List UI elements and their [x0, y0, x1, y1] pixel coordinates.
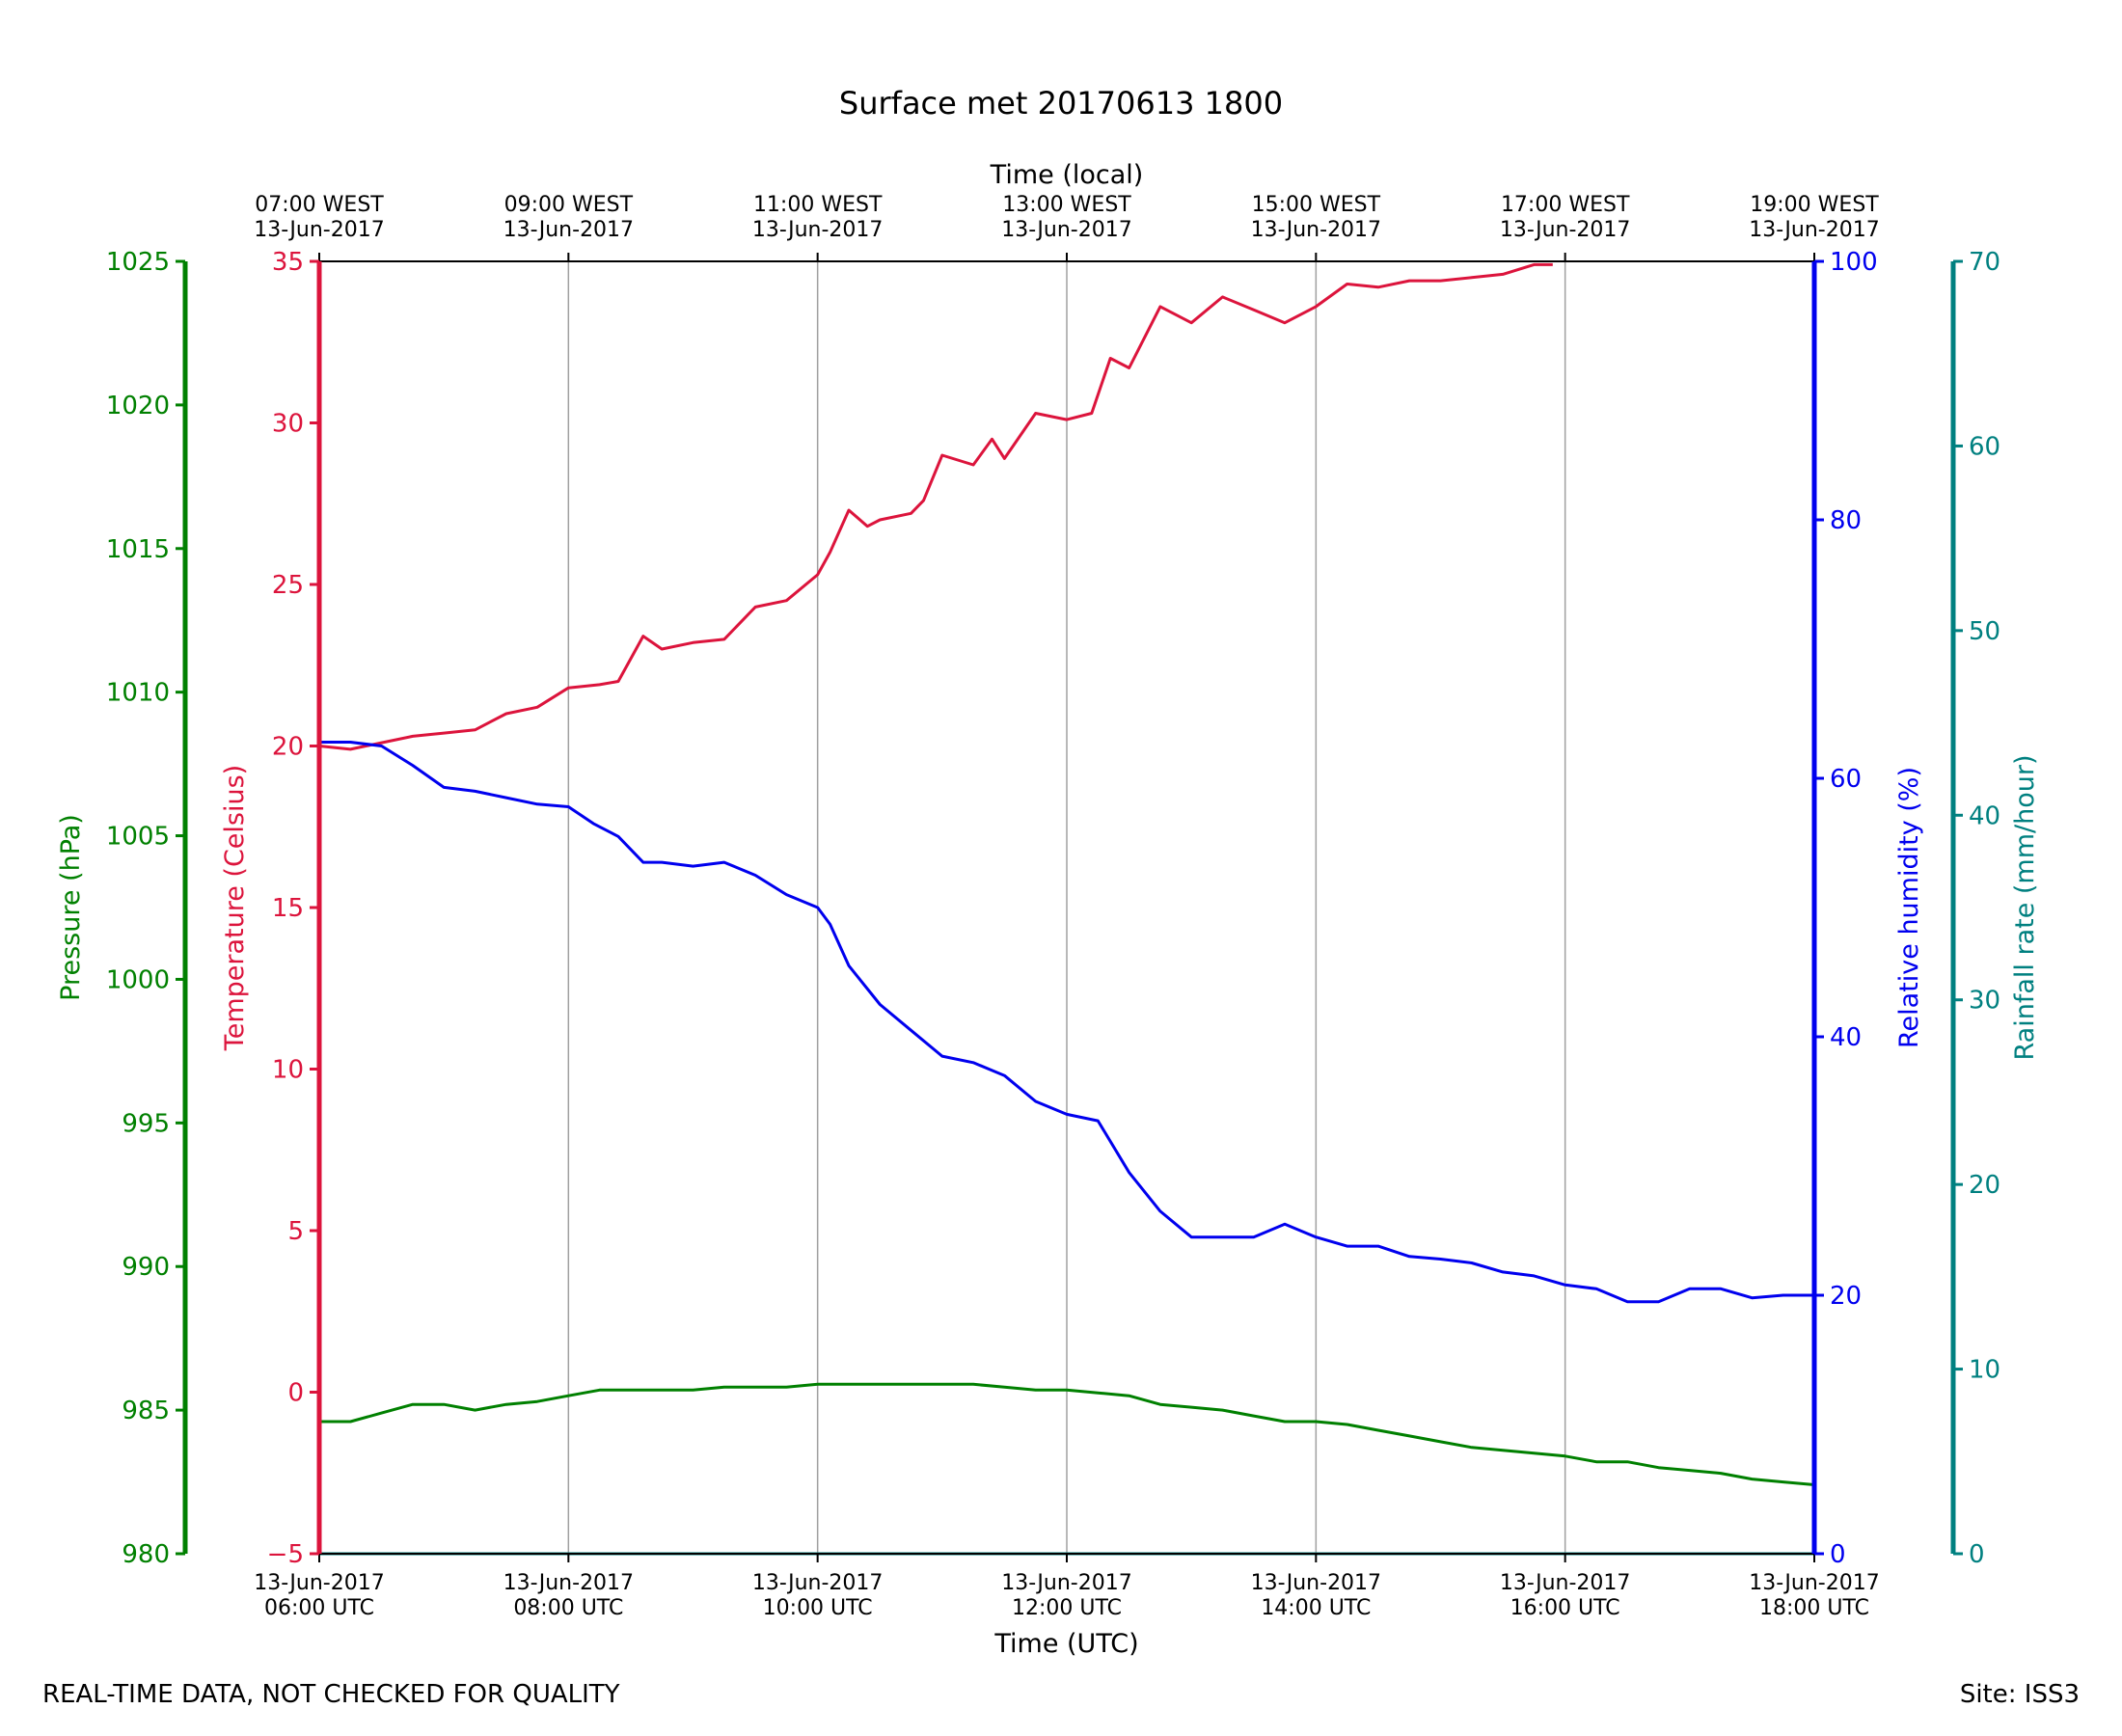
x-tick-label: 18:00 UTC — [1759, 1596, 1869, 1620]
x-tick-label: 13-Jun-2017 — [1500, 1571, 1630, 1595]
temperature-axis-tick-label: 25 — [272, 571, 304, 600]
humidity-axis-tick-label: 60 — [1830, 765, 1862, 794]
x-top-axis-label: Time (local) — [990, 160, 1144, 190]
rainfall-axis-tick-label: 10 — [1969, 1356, 2000, 1385]
x-tick-label: 13-Jun-2017 — [503, 1571, 634, 1595]
rainfall-axis-tick-label: 0 — [1969, 1540, 1985, 1569]
pressure-axis-tick-label: 1010 — [106, 679, 170, 708]
humidity-axis-tick-label: 100 — [1830, 248, 1878, 277]
pressure-axis-tick-label: 1005 — [106, 823, 170, 852]
temperature-axis-tick-label: 30 — [272, 410, 304, 439]
pressure-axis-tick-label: 1000 — [106, 965, 170, 994]
pressure-axis-tick-label: 1015 — [106, 535, 170, 564]
rainfall-axis-tick-label: 50 — [1969, 617, 2000, 646]
grid — [567, 261, 1566, 1554]
humidity-axis-tick-label: 20 — [1830, 1282, 1862, 1311]
temperature-axis-tick-label: 0 — [287, 1379, 304, 1408]
temperature-axis-tick-label: 10 — [272, 1056, 304, 1085]
pressure-axis-tick-label: 1020 — [106, 392, 170, 420]
humidity-series-line — [319, 741, 1814, 1304]
rainfall-axis-tick-label: 30 — [1969, 987, 2000, 1016]
rainfall-axis-label: Rainfall rate (mm/hour) — [2010, 755, 2040, 1061]
temperature-axis-tick-label: 15 — [272, 894, 304, 923]
quality-note: REAL-TIME DATA, NOT CHECKED FOR QUALITY — [42, 1680, 620, 1709]
x-tick-label: 12:00 UTC — [1012, 1596, 1122, 1620]
x-tick-label: 06:00 UTC — [264, 1596, 374, 1620]
x-tick-label: 13-Jun-2017 — [1749, 1571, 1879, 1595]
x-tick-label: 10:00 UTC — [763, 1596, 873, 1620]
x-top-tick-label: 09:00 WEST — [504, 193, 634, 217]
x-top-tick-label: 13-Jun-2017 — [752, 218, 883, 242]
x-top-tick-label: 13-Jun-2017 — [503, 218, 634, 242]
chart-title: Surface met 20170613 1800 — [839, 85, 1283, 122]
x-tick-label: 13-Jun-2017 — [752, 1571, 883, 1595]
pressure-axis-tick-label: 980 — [122, 1540, 170, 1569]
temperature-axis-tick-label: 20 — [272, 733, 304, 762]
x-tick-label: 16:00 UTC — [1510, 1596, 1620, 1620]
humidity-axis-label: Relative humidity (%) — [1894, 767, 1924, 1048]
temperature-axis-label: Temperature (Celsius) — [220, 765, 250, 1051]
temperature-axis-tick-label: −5 — [267, 1540, 304, 1569]
pressure-series-line — [319, 1382, 1815, 1486]
x-tick-label: 13-Jun-2017 — [254, 1571, 384, 1595]
x-top-tick-label: 13-Jun-2017 — [254, 218, 384, 242]
pressure-axis-label: Pressure (hPa) — [56, 814, 86, 1001]
x-tick-label: 13-Jun-2017 — [1251, 1571, 1381, 1595]
x-top-tick-label: 13-Jun-2017 — [1500, 218, 1630, 242]
temperature-axis-tick-label: 35 — [272, 248, 304, 277]
humidity-axis-tick-label: 40 — [1830, 1023, 1862, 1052]
humidity-axis-tick-label: 80 — [1830, 506, 1862, 535]
pressure-axis-tick-label: 1025 — [106, 248, 170, 277]
x-top-tick-label: 19:00 WEST — [1750, 193, 1879, 217]
x-top-tick-label: 13:00 WEST — [1002, 193, 1131, 217]
x-top-tick-label: 15:00 WEST — [1252, 193, 1381, 217]
rainfall-axis-tick-label: 40 — [1969, 801, 2000, 830]
x-top-tick-label: 13-Jun-2017 — [1001, 218, 1131, 242]
x-tick-label: 13-Jun-2017 — [1001, 1571, 1131, 1595]
rainfall-axis-tick-label: 70 — [1969, 248, 2000, 277]
pressure-axis-tick-label: 985 — [122, 1397, 170, 1425]
x-axis-label: Time (UTC) — [993, 1629, 1138, 1659]
x-top-tick-label: 17:00 WEST — [1501, 193, 1630, 217]
humidity-axis-tick-label: 0 — [1830, 1540, 1846, 1569]
x-top-tick-label: 13-Jun-2017 — [1251, 218, 1381, 242]
x-top-tick-label: 13-Jun-2017 — [1749, 218, 1879, 242]
site-label: Site: ISS3 — [1959, 1680, 2080, 1709]
rainfall-axis-tick-label: 20 — [1969, 1171, 2000, 1200]
pressure-axis-tick-label: 995 — [122, 1109, 170, 1138]
pressure-axis-tick-label: 990 — [122, 1253, 170, 1282]
temperature-axis-tick-label: 5 — [287, 1217, 304, 1246]
x-top-tick-label: 07:00 WEST — [255, 193, 384, 217]
x-tick-label: 14:00 UTC — [1261, 1596, 1371, 1620]
x-top-tick-label: 11:00 WEST — [753, 193, 883, 217]
rainfall-axis-tick-label: 60 — [1969, 432, 2000, 461]
x-tick-label: 08:00 UTC — [513, 1596, 623, 1620]
temperature-series-line — [318, 262, 1553, 751]
